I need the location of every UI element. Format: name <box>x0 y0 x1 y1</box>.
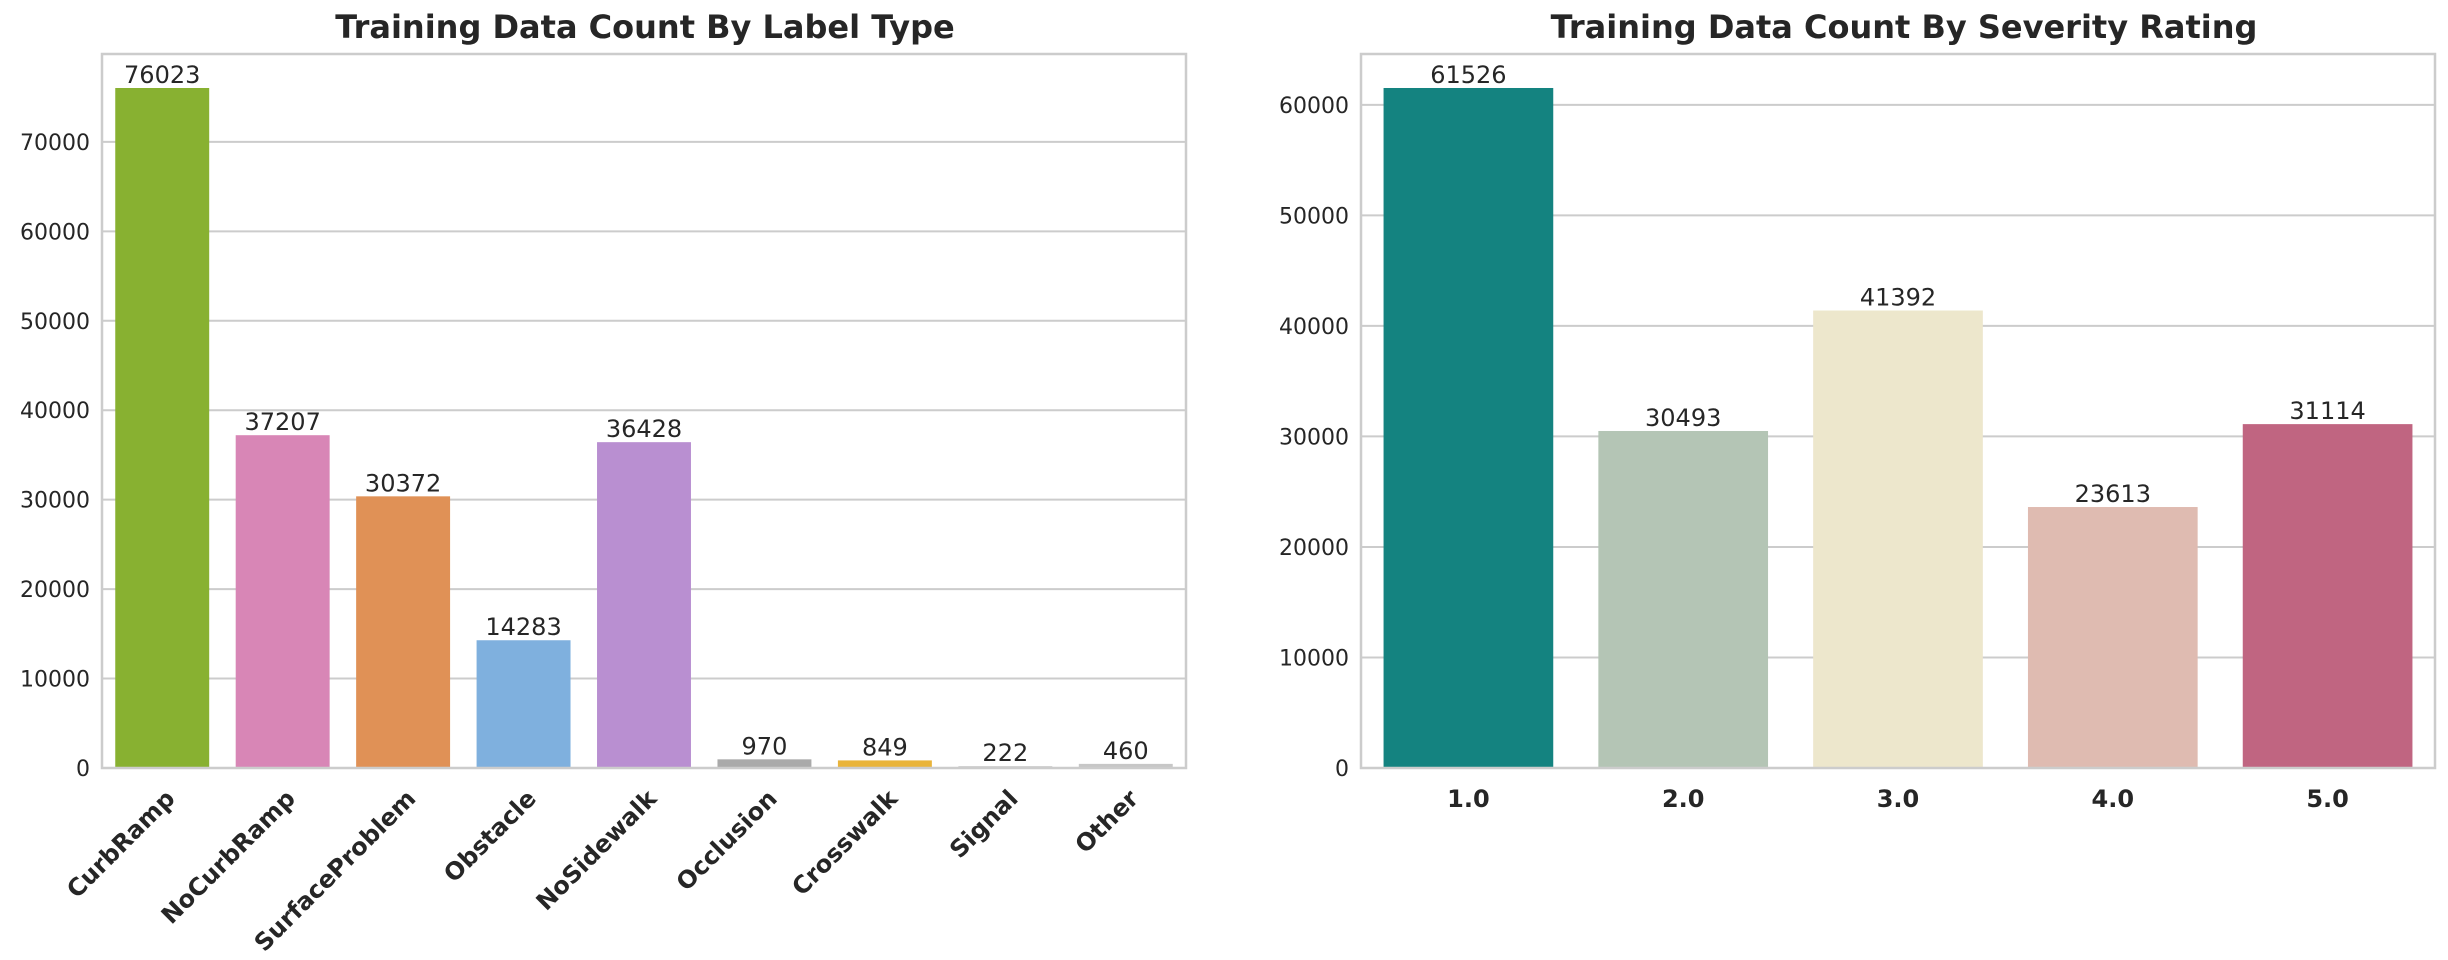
data-label: 849 <box>862 733 908 761</box>
plot-frame <box>1359 52 2437 770</box>
y-tick-label: 10000 <box>1279 646 1349 671</box>
bar <box>597 442 691 768</box>
bar <box>837 760 932 768</box>
x-tick-label: 5.0 <box>2306 785 2349 813</box>
bar <box>115 87 210 769</box>
x-tick-label: Other <box>1070 784 1144 858</box>
y-tick-label: 70000 <box>20 131 90 156</box>
y-tick-label: 20000 <box>1279 536 1349 561</box>
y-tick-label: 30000 <box>1279 425 1349 450</box>
data-label: 970 <box>742 732 788 760</box>
data-label: 14283 <box>485 613 561 641</box>
label-type-chart: Training Data Count By Label Type 0 10000… <box>20 8 1188 957</box>
data-label: 31114 <box>2289 397 2365 425</box>
y-tick-label: 10000 <box>20 668 90 693</box>
data-label: 76023 <box>124 61 200 89</box>
y-tick-label: 60000 <box>1279 94 1349 119</box>
data-label: 37207 <box>244 408 320 436</box>
data-label: 30372 <box>365 469 441 497</box>
x-tick-label: CurbRamp <box>61 784 180 903</box>
x-tick-label: Obstacle <box>438 784 541 887</box>
bar <box>717 759 812 768</box>
data-label: 23613 <box>2075 480 2151 508</box>
x-tick-label: Crosswalk <box>786 784 903 901</box>
y-tick-label: 40000 <box>20 399 90 424</box>
data-label: 30493 <box>1645 404 1721 432</box>
bar <box>2242 424 2413 768</box>
x-tick-label: Signal <box>944 784 1023 863</box>
x-tick-label: 3.0 <box>1877 785 1920 813</box>
x-tick-label: NoSidewalk <box>531 784 663 916</box>
y-tick-label: 30000 <box>20 489 90 514</box>
bar <box>356 496 451 768</box>
data-label: 222 <box>982 739 1028 767</box>
y-tick-label: 0 <box>1335 757 1349 782</box>
bar <box>2027 507 2198 768</box>
x-tick-label: 2.0 <box>1662 785 1705 813</box>
chart-title: Training Data Count By Label Type <box>335 8 954 46</box>
data-label: 41392 <box>1860 284 1936 312</box>
plot-frame <box>100 52 1188 770</box>
y-tick-label: 20000 <box>20 578 90 603</box>
y-tick-label: 60000 <box>20 220 90 245</box>
data-label: 36428 <box>606 415 682 443</box>
bar <box>235 435 330 768</box>
x-tick-label: Occlusion <box>671 784 783 896</box>
bar <box>1598 430 1769 768</box>
y-tick-label: 0 <box>76 757 90 782</box>
bar <box>1383 87 1554 769</box>
x-tick-label: 1.0 <box>1447 785 1490 813</box>
y-tick-label: 50000 <box>1279 204 1349 229</box>
x-tick-label: 4.0 <box>2092 785 2135 813</box>
y-tick-label: 50000 <box>20 310 90 335</box>
severity-rating-chart: Training Data Count By Severity Rating 0… <box>1279 8 2437 813</box>
bar <box>1078 763 1173 768</box>
data-label: 61526 <box>1430 61 1506 89</box>
bar <box>476 640 571 768</box>
y-tick-label: 40000 <box>1279 315 1349 340</box>
chart-title: Training Data Count By Severity Rating <box>1551 8 2258 46</box>
data-label: 460 <box>1103 737 1149 765</box>
bar <box>1813 310 1983 768</box>
